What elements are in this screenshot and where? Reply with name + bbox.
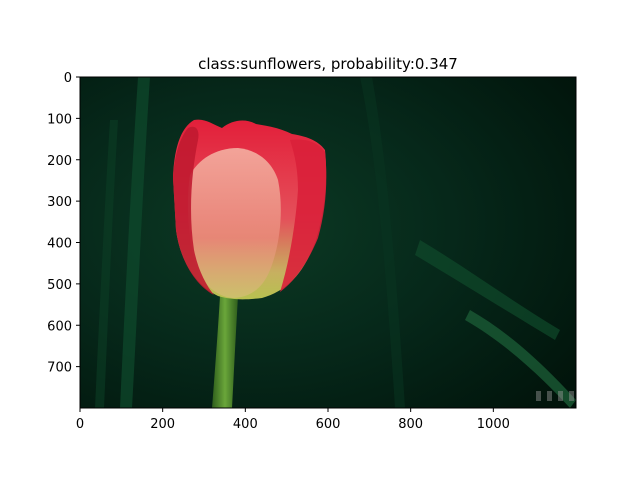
y-tick-label: 500 — [47, 278, 72, 293]
y-tick-label: 600 — [47, 319, 72, 334]
y-tick-label: 200 — [47, 154, 72, 169]
tulip-petal-right — [280, 139, 327, 292]
leaf-shape — [120, 77, 150, 408]
leaf-shape — [95, 120, 118, 408]
x-axis: 0 200 400 600 800 1000 — [76, 408, 510, 432]
x-tick-label: 400 — [233, 417, 258, 432]
x-tick-label: 200 — [150, 417, 175, 432]
watermark — [536, 391, 574, 401]
tulip-petal-left — [173, 126, 214, 296]
chart-title: class:sunflowers, probability:0.347 — [198, 55, 458, 73]
x-tick-label: 1000 — [477, 417, 510, 432]
y-tick-label: 300 — [47, 195, 72, 210]
leaf-shape — [360, 77, 405, 408]
x-tick-label: 800 — [398, 417, 423, 432]
plot-image — [80, 77, 576, 408]
y-tick-label: 700 — [47, 361, 72, 376]
leaf-shape — [415, 240, 560, 340]
leaf-shape — [465, 310, 576, 408]
tulip-petal-light — [187, 148, 281, 298]
y-axis: 0 100 200 300 400 500 600 700 — [47, 71, 80, 376]
y-tick-label: 400 — [47, 237, 72, 252]
x-tick-label: 600 — [316, 417, 341, 432]
y-tick-label: 100 — [47, 112, 72, 127]
x-tick-label: 0 — [76, 417, 84, 432]
tulip-stem — [212, 296, 238, 408]
y-tick-label: 0 — [64, 71, 72, 86]
